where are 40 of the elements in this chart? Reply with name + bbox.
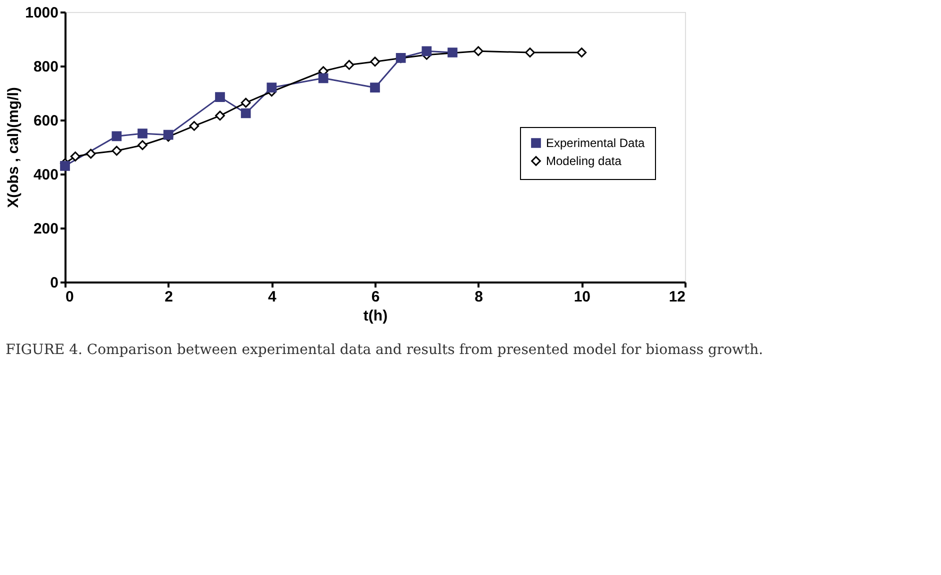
point xyxy=(448,48,458,58)
x-tick-label: 0 xyxy=(66,288,74,306)
legend-label: Modeling data xyxy=(546,154,622,168)
point xyxy=(60,160,70,171)
y-axis-title: X(obs , cal)(mg/l) xyxy=(5,87,22,208)
y-tick-label: 600 xyxy=(33,112,58,130)
y-tick-label: 400 xyxy=(33,166,58,184)
point xyxy=(112,146,122,156)
x-tick-label: 8 xyxy=(474,288,484,306)
point xyxy=(525,48,535,58)
point xyxy=(70,152,80,162)
point xyxy=(112,131,122,142)
point xyxy=(576,48,587,58)
point xyxy=(370,82,380,93)
point xyxy=(422,46,432,56)
point xyxy=(344,60,354,70)
y-tick-label: 800 xyxy=(33,58,58,76)
point xyxy=(370,56,380,67)
point xyxy=(86,148,96,159)
point xyxy=(240,108,251,118)
x-tick-label: 4 xyxy=(268,288,277,306)
x-tick-label: 2 xyxy=(164,288,174,306)
x-tick-label: 6 xyxy=(371,288,380,306)
legend-label: Experimental Data xyxy=(546,136,646,150)
point xyxy=(266,82,277,93)
point xyxy=(138,128,148,138)
point xyxy=(240,98,251,108)
point xyxy=(138,140,148,150)
y-tick-label: 0 xyxy=(50,274,58,292)
x-tick-label: 12 xyxy=(668,288,686,306)
x-tick-label: 10 xyxy=(574,288,591,306)
y-tick-label: 1000 xyxy=(25,4,58,22)
point xyxy=(473,46,484,56)
caption: FIGURE 4. Comparison between experimental data and results from presented model for biomass growth. xyxy=(6,342,764,358)
point xyxy=(215,110,225,121)
point xyxy=(189,121,200,131)
x-axis-title: t(h) xyxy=(363,308,388,324)
point xyxy=(215,92,225,102)
point xyxy=(318,73,328,84)
y-tick-label: 200 xyxy=(33,220,58,238)
